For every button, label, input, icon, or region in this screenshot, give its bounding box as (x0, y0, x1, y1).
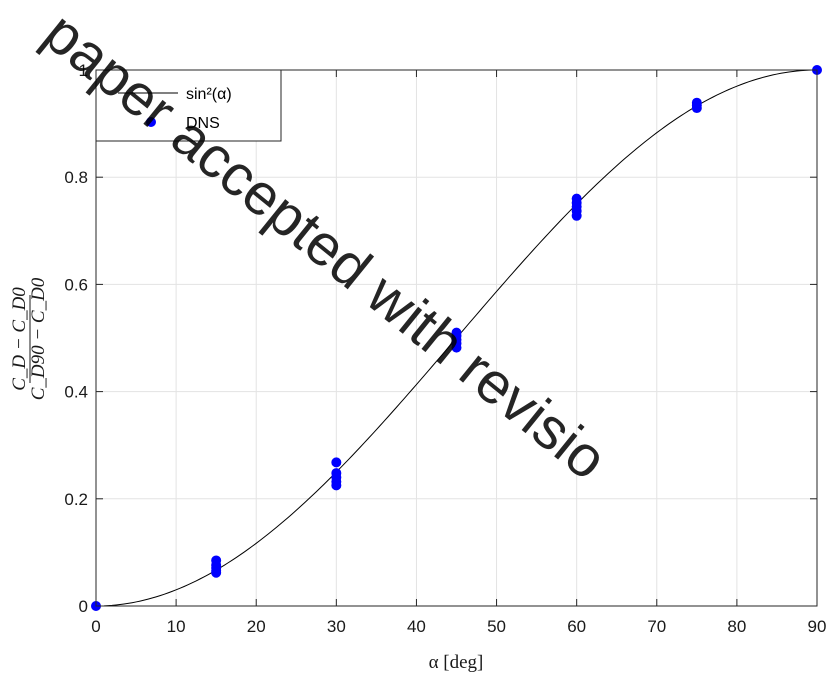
y-axis-title-denominator: C_D90 − C_D0 (28, 277, 49, 400)
y-axis-title-numerator: C_D − C_D0 (9, 287, 30, 391)
x-tick-label: 0 (91, 617, 100, 636)
axis-ticks: 0 10 20 30 40 50 60 70 80 90 0 0.2 0.4 0.6 0.8 1 (64, 61, 826, 636)
y-tick-label: 0.2 (64, 490, 88, 509)
y-tick-label: 0.4 (64, 383, 88, 402)
legend-box (95, 69, 282, 142)
y-tick-label: 0.8 (64, 168, 88, 187)
dns-point (451, 327, 462, 338)
plot-frame (95, 69, 818, 607)
y-tick-label: 0.6 (64, 275, 88, 294)
x-tick-label: 10 (167, 617, 186, 636)
dns-point (331, 457, 342, 468)
x-tick-label: 30 (327, 617, 346, 636)
legend: sin²(α) DNS (95, 69, 282, 142)
dns-point (331, 468, 342, 479)
dns-point (211, 555, 222, 566)
y-axis-title: C_D − C_D0 C_D90 − C_D0 (9, 277, 49, 400)
x-tick-label: 60 (567, 617, 586, 636)
x-tick-label: 40 (407, 617, 426, 636)
x-axis-title: α [deg] (429, 652, 484, 673)
dns-points (91, 65, 822, 611)
x-tick-label: 70 (647, 617, 666, 636)
y-tick-label: 1 (79, 61, 88, 80)
legend-label-sin: sin²(α) (186, 86, 232, 103)
x-tick-label: 50 (487, 617, 506, 636)
dns-point (571, 193, 582, 204)
x-tick-label: 20 (247, 617, 266, 636)
x-tick-label: 80 (727, 617, 746, 636)
legend-label-dns: DNS (186, 115, 220, 132)
legend-dot-swatch (146, 117, 156, 127)
y-tick-label: 0 (79, 597, 88, 616)
dns-point (691, 97, 702, 108)
x-tick-label: 90 (808, 617, 827, 636)
